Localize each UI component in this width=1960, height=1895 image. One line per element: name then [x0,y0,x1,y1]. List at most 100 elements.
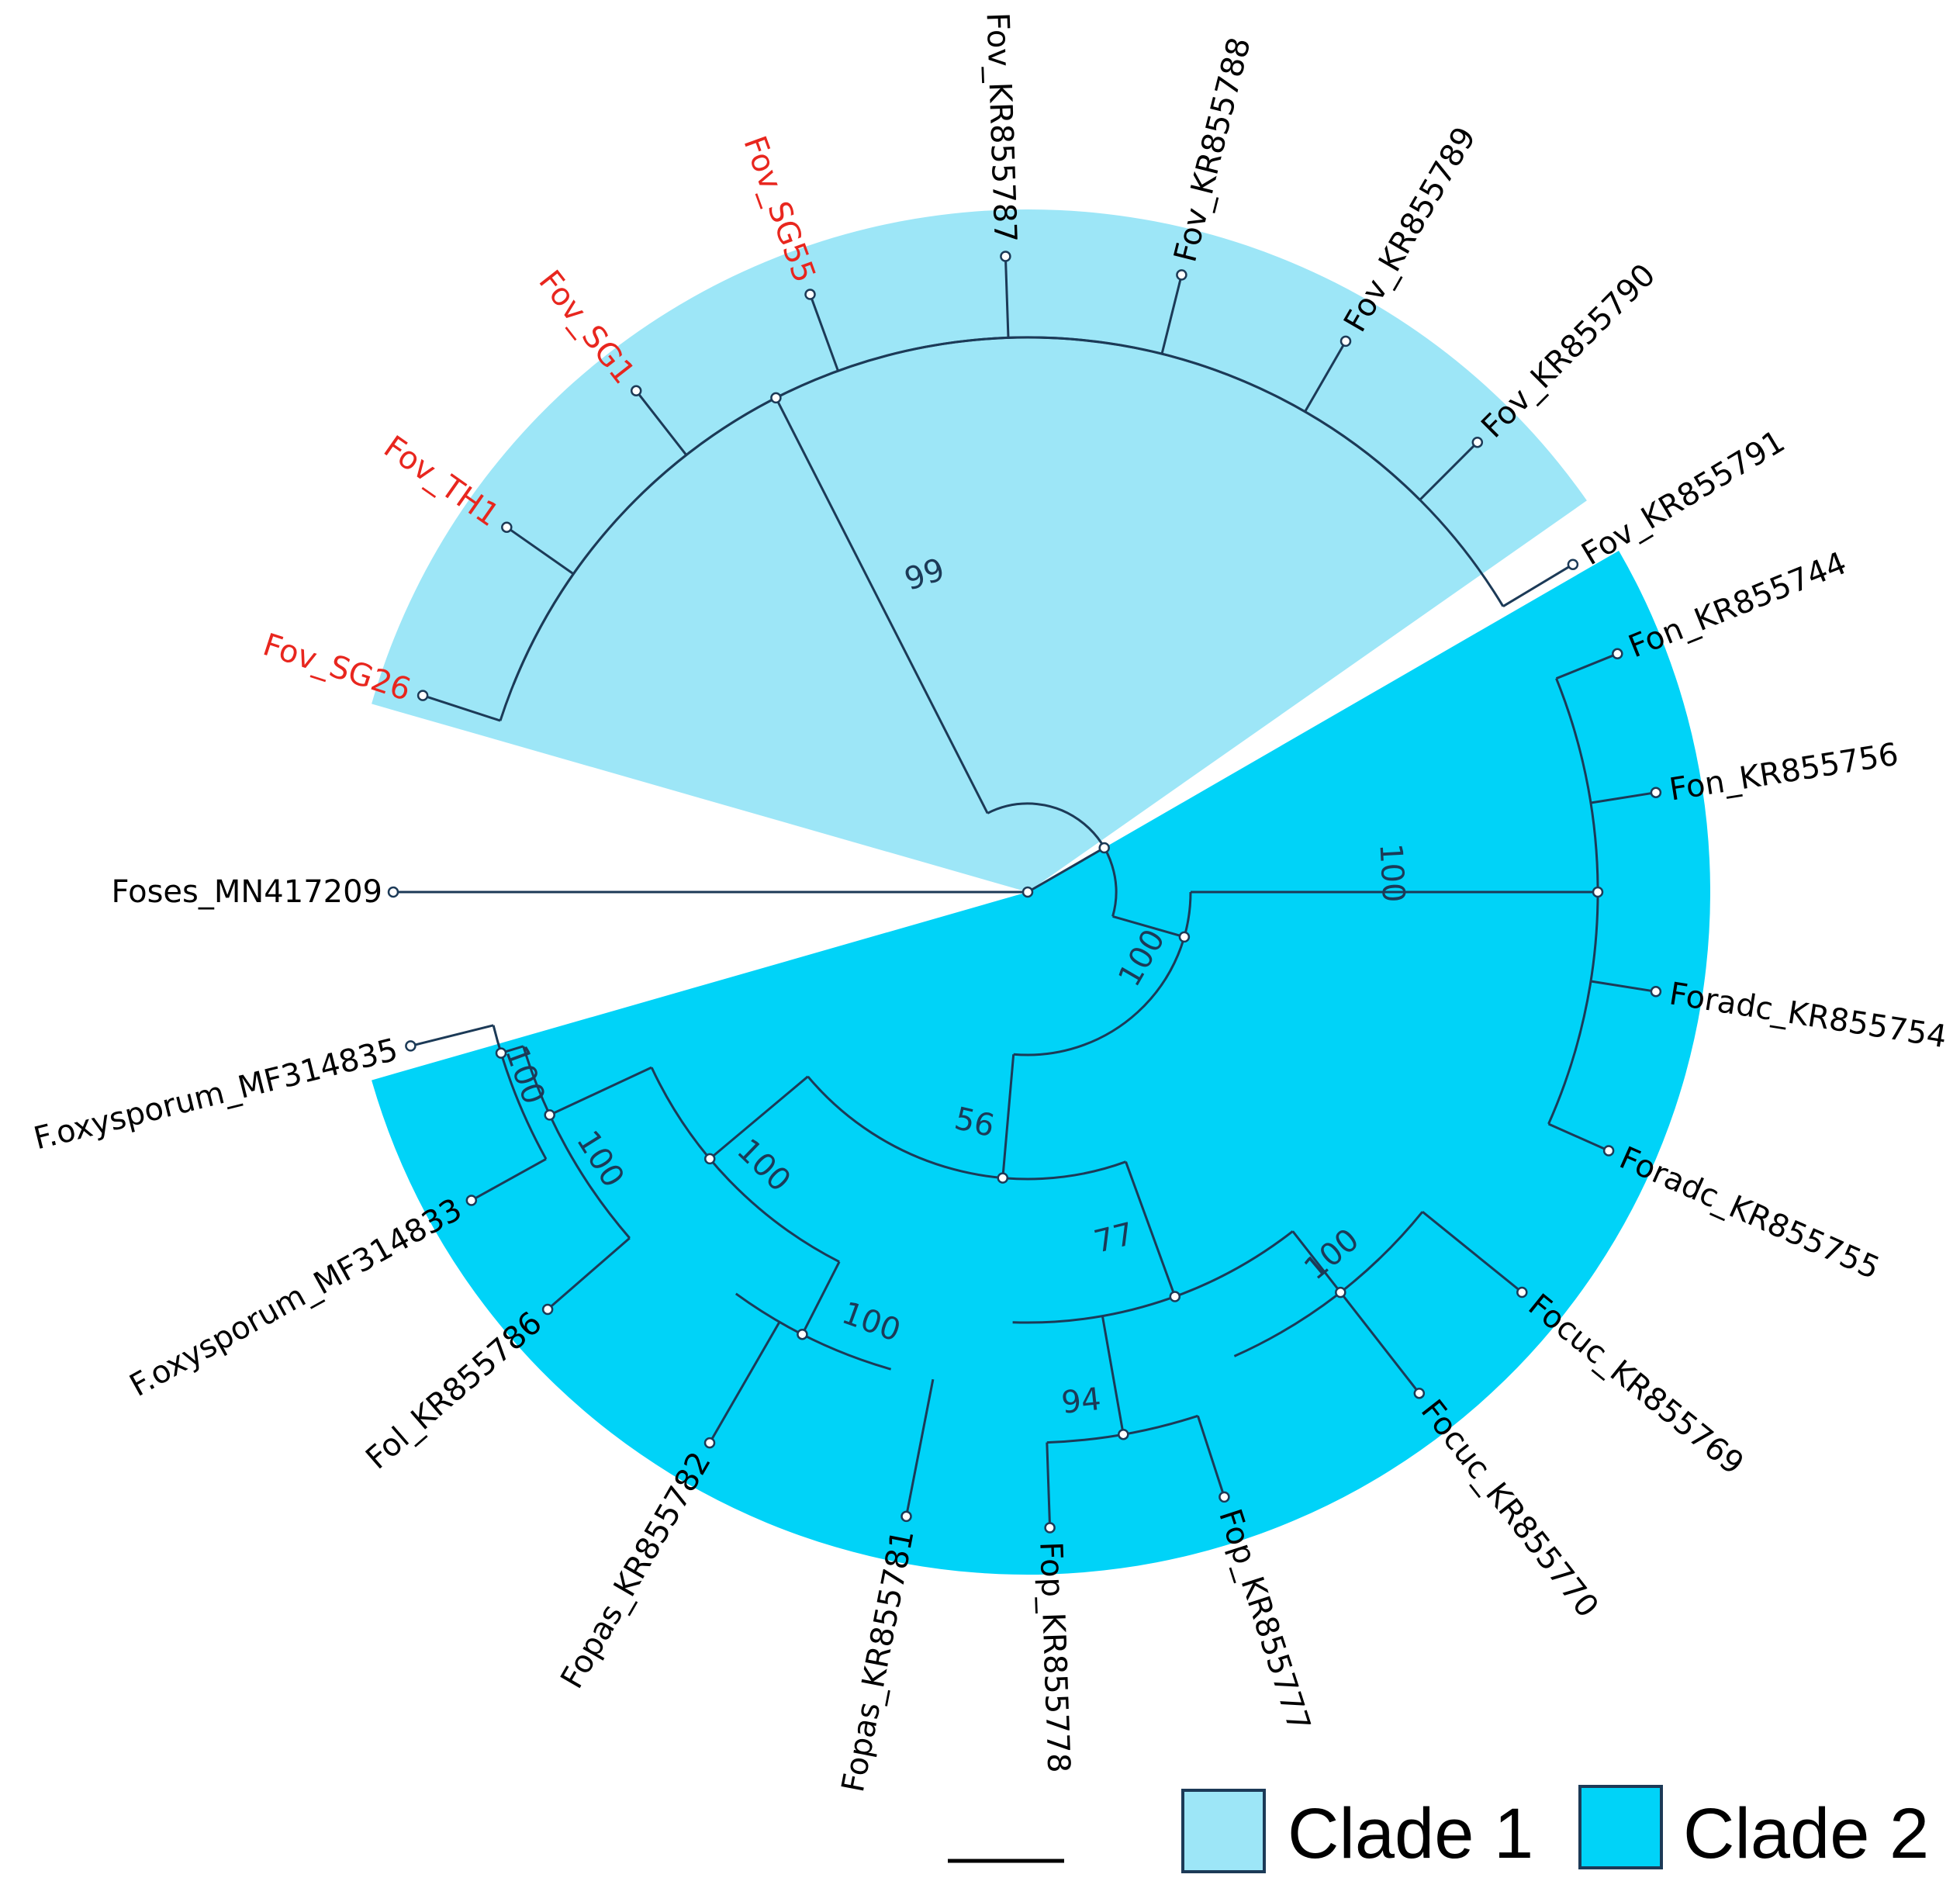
outgroup-leaf-node [387,886,399,898]
root-to-ingroup-branch [1027,846,1105,894]
leaf-branch [635,389,687,456]
main-internal-arc [807,1075,1127,1181]
fopas-stem [801,1261,841,1335]
leaf-branch [1419,441,1478,501]
leaf-branch [1196,1415,1225,1498]
leaf-label: Fov_KR855787 [979,12,1022,243]
clade2-arc [1013,891,1192,1056]
leaf-label: Foradc_KR855755 [1614,1140,1885,1287]
leaf-node [1176,269,1187,281]
leaf-node [541,1303,554,1316]
clade1-arc-full [499,336,1505,721]
leaf-label: Focuc_KR855770 [1414,1393,1606,1624]
clade2-stem [1112,915,1185,939]
leaf-node [1000,251,1011,262]
legend: Clade 1 Clade 2 [1181,1785,1929,1873]
bootstrap-value: 94 [1060,1381,1102,1421]
leaf-branch [506,526,575,576]
leaf-label: Fov_KR855789 [1337,121,1483,338]
leaf-node [1602,1145,1615,1157]
leaf-label: Fov_SG26 [259,627,416,708]
leaf-branch [1422,1211,1523,1294]
fopas-node [797,1328,808,1340]
clade-1-background [372,209,1587,892]
legend-swatch-clade-2 [1578,1785,1663,1869]
leaf-node [703,1437,716,1449]
leaf-label: Fon_KR855756 [1667,737,1901,808]
foxy-arc [492,1025,548,1160]
leaf-label: F.oxysporum_MF314835 [30,1032,401,1157]
tree-nodes [387,251,1662,1534]
clade1-node [770,392,782,404]
leaf-branch [1160,275,1183,354]
fop-focuc-arc [1012,1230,1294,1324]
leaf-node [1219,1491,1230,1503]
ingroup-arc [987,802,1118,917]
leaf-label: Fopas_KR855782 [554,1446,718,1694]
leaf-node [1340,335,1352,348]
main-internal-stem [1001,1054,1015,1178]
leaf-node [900,1510,912,1523]
leaf-branch [1555,652,1618,680]
leaf-node [1567,558,1579,570]
leaf-label: Foradc_KR855754 [1667,976,1949,1055]
leaf-branch [809,293,839,372]
foxy-node [495,1047,507,1059]
leaf-branch [1590,791,1657,804]
foxy-fopas-arc [650,1067,840,1264]
ingroup-node [1098,842,1110,854]
focuc-node [1335,1286,1346,1298]
fon-foradc-node [1592,886,1604,898]
foxy-fopas-node [703,1153,716,1165]
leaf-branch [1046,1442,1052,1528]
clade1-stem [775,397,989,814]
foxy-fopas-stem [709,1075,809,1160]
leaf-node [405,1040,417,1052]
leaf-branch [410,1024,494,1047]
leaf-label: Fop_KR855777 [1212,1505,1317,1736]
leaf-branch [1340,1292,1420,1395]
leaf-branch [1304,341,1347,413]
leaf-label: Fon_KR855744 [1623,545,1851,665]
leaf-node [630,385,642,397]
clade2-node [1178,931,1191,943]
foxy-fol-node [544,1109,555,1121]
leaf-node [1650,787,1662,798]
legend-label-clade-2: Clade 2 [1683,1794,1929,1873]
fop-node [1118,1428,1129,1440]
leaf-label: F.oxysporum_MF314833 [124,1191,468,1404]
leaf-label: Fov_KR855791 [1575,424,1791,572]
fopas-arc [735,1292,892,1371]
fop-focuc-node [1169,1291,1181,1302]
fon-foradc-arc [1547,678,1599,1125]
leaf-node [1471,436,1484,448]
leaf-node [1044,1522,1056,1534]
clade-2-background [372,551,1711,1575]
leaf-label-outgroup: Foses_MN417209 [112,874,382,910]
leaf-label: Fov_KR855788 [1167,34,1257,266]
fop-stem [1101,1316,1125,1435]
bootstrap-value: 100 [1372,842,1411,904]
leaf-node [501,521,513,533]
leaf-node [1413,1387,1426,1399]
leaf-branch [422,694,501,722]
leaf-node [1516,1286,1528,1298]
legend-swatch-clade-1 [1181,1789,1266,1873]
leaf-label: Fopas_KR855781 [835,1527,921,1795]
leaf-label: Focuc_KR855769 [1522,1288,1751,1482]
leaf-branch [708,1321,781,1444]
leaf-branch [905,1378,935,1517]
leaf-node [804,289,816,300]
legend-label-clade-1: Clade 1 [1288,1794,1533,1873]
root-node [1021,886,1034,898]
fop-focuc-stem [1125,1161,1177,1298]
focuc-stem [1291,1230,1342,1294]
leaf-branch [547,1236,631,1311]
leaf-branch [1502,563,1574,607]
tree-branches [393,256,1657,1528]
main-internal-node [997,1172,1009,1184]
leaf-node [1612,648,1623,660]
leaf-node [465,1195,478,1206]
leaf-branch [1547,1122,1609,1152]
